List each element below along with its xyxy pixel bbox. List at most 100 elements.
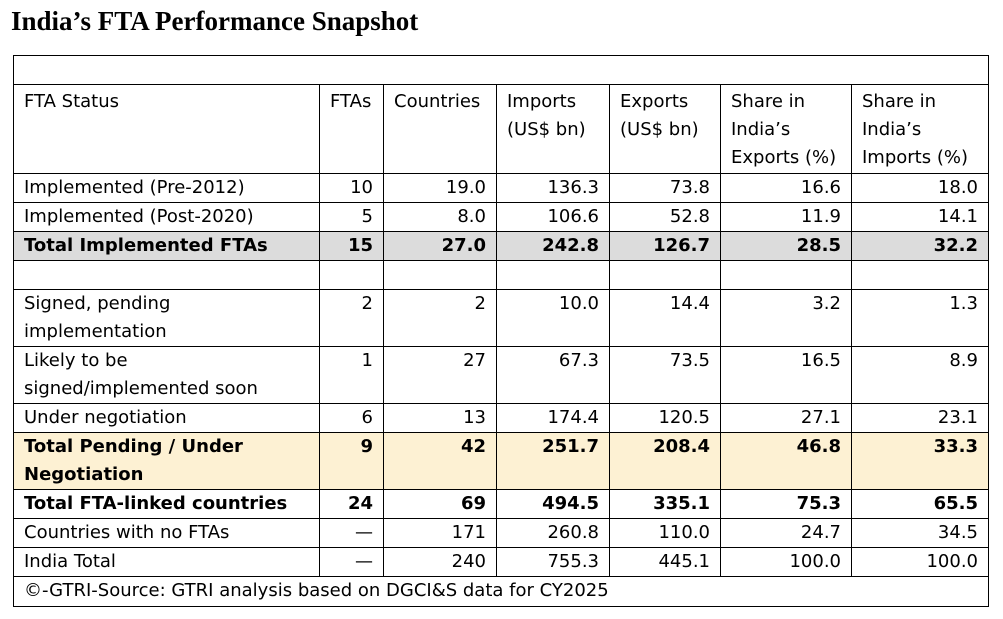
header-countries: Countries (383, 84, 497, 174)
row-share-imports: 8.9 (851, 346, 989, 404)
row-status: Total FTA-linked countries (13, 489, 320, 519)
header-ftas: FTAs (319, 84, 384, 174)
row-status: Likely to be signed/implemented soon (13, 346, 320, 404)
row-status: Signed, pending implementation (13, 289, 320, 347)
spacer-cell (720, 260, 852, 290)
row-status: Under negotiation (13, 403, 320, 433)
spacer-row (13, 260, 989, 290)
row-countries: 19.0 (383, 173, 497, 203)
row-ftas: — (319, 518, 384, 548)
row-share-exports: 16.6 (720, 173, 852, 203)
table-row: India Total — 240 755.3 445.1 100.0 100.… (13, 547, 989, 577)
row-exports: 73.5 (609, 346, 721, 404)
row-status: Total Pending / Under Negotiation (13, 432, 320, 490)
row-imports: 242.8 (496, 231, 610, 261)
row-share-exports: 28.5 (720, 231, 852, 261)
row-exports: 208.4 (609, 432, 721, 490)
table-row: Countries with no FTAs — 171 260.8 110.0… (13, 518, 989, 548)
source-note: ©-GTRI-Source: GTRI analysis based on DG… (13, 576, 989, 607)
row-countries: 171 (383, 518, 497, 548)
row-share-imports: 1.3 (851, 289, 989, 347)
spacer-cell (496, 260, 610, 290)
row-countries: 27 (383, 346, 497, 404)
spacer-cell (609, 260, 721, 290)
row-share-imports: 18.0 (851, 173, 989, 203)
row-status: Implemented (Pre-2012) (13, 173, 320, 203)
row-ftas: 15 (319, 231, 384, 261)
row-imports: 10.0 (496, 289, 610, 347)
row-ftas: 2 (319, 289, 384, 347)
table-top-spacer-row (13, 55, 989, 85)
row-countries: 27.0 (383, 231, 497, 261)
row-countries: 42 (383, 432, 497, 490)
row-ftas: 9 (319, 432, 384, 490)
row-exports: 14.4 (609, 289, 721, 347)
spacer-cell (319, 260, 384, 290)
row-imports: 174.4 (496, 403, 610, 433)
row-countries: 69 (383, 489, 497, 519)
fta-table: FTA Status FTAs Countries Imports (US$ b… (13, 55, 989, 607)
table-header-row: FTA Status FTAs Countries Imports (US$ b… (13, 84, 989, 174)
row-imports: 260.8 (496, 518, 610, 548)
table-row: Likely to be signed/implemented soon 1 2… (13, 346, 989, 404)
row-imports: 755.3 (496, 547, 610, 577)
row-share-imports: 32.2 (851, 231, 989, 261)
row-share-exports: 24.7 (720, 518, 852, 548)
spacer-cell (13, 260, 320, 290)
row-share-imports: 23.1 (851, 403, 989, 433)
row-imports: 136.3 (496, 173, 610, 203)
row-share-exports: 3.2 (720, 289, 852, 347)
row-status: India Total (13, 547, 320, 577)
row-status: Implemented (Post-2020) (13, 202, 320, 232)
row-share-exports: 100.0 (720, 547, 852, 577)
row-exports: 73.8 (609, 173, 721, 203)
table-row: Signed, pending implementation 2 2 10.0 … (13, 289, 989, 347)
row-countries: 240 (383, 547, 497, 577)
row-exports: 110.0 (609, 518, 721, 548)
row-share-exports: 75.3 (720, 489, 852, 519)
row-share-exports: 11.9 (720, 202, 852, 232)
header-fta-status: FTA Status (13, 84, 320, 174)
row-status: Countries with no FTAs (13, 518, 320, 548)
row-status: Total Implemented FTAs (13, 231, 320, 261)
row-ftas: 6 (319, 403, 384, 433)
top-spacer-cell (13, 55, 989, 85)
header-share-imports: Share in India’s Imports (%) (851, 84, 989, 174)
row-share-imports: 65.5 (851, 489, 989, 519)
total-implemented-row: Total Implemented FTAs 15 27.0 242.8 126… (13, 231, 989, 261)
header-exports: Exports (US$ bn) (609, 84, 721, 174)
row-share-imports: 34.5 (851, 518, 989, 548)
table-row: Under negotiation 6 13 174.4 120.5 27.1 … (13, 403, 989, 433)
page-title: India’s FTA Performance Snapshot (11, 6, 419, 36)
row-share-exports: 16.5 (720, 346, 852, 404)
row-exports: 126.7 (609, 231, 721, 261)
row-imports: 106.6 (496, 202, 610, 232)
total-fta-linked-row: Total FTA-linked countries 24 69 494.5 3… (13, 489, 989, 519)
row-imports: 67.3 (496, 346, 610, 404)
spacer-cell (851, 260, 989, 290)
row-share-imports: 33.3 (851, 432, 989, 490)
row-share-imports: 14.1 (851, 202, 989, 232)
row-share-imports: 100.0 (851, 547, 989, 577)
header-imports: Imports (US$ bn) (496, 84, 610, 174)
row-ftas: 24 (319, 489, 384, 519)
header-share-exports: Share in India’s Exports (%) (720, 84, 852, 174)
row-countries: 2 (383, 289, 497, 347)
row-exports: 120.5 (609, 403, 721, 433)
row-share-exports: 27.1 (720, 403, 852, 433)
table-footer-row: ©-GTRI-Source: GTRI analysis based on DG… (13, 576, 989, 607)
table-row: Implemented (Pre-2012) 10 19.0 136.3 73.… (13, 173, 989, 203)
row-exports: 52.8 (609, 202, 721, 232)
table-row: Implemented (Post-2020) 5 8.0 106.6 52.8… (13, 202, 989, 232)
row-ftas: 1 (319, 346, 384, 404)
spacer-cell (383, 260, 497, 290)
row-imports: 251.7 (496, 432, 610, 490)
total-pending-row: Total Pending / Under Negotiation 9 42 2… (13, 432, 989, 490)
row-ftas: 10 (319, 173, 384, 203)
row-share-exports: 46.8 (720, 432, 852, 490)
row-imports: 494.5 (496, 489, 610, 519)
row-exports: 445.1 (609, 547, 721, 577)
row-countries: 13 (383, 403, 497, 433)
row-countries: 8.0 (383, 202, 497, 232)
row-exports: 335.1 (609, 489, 721, 519)
